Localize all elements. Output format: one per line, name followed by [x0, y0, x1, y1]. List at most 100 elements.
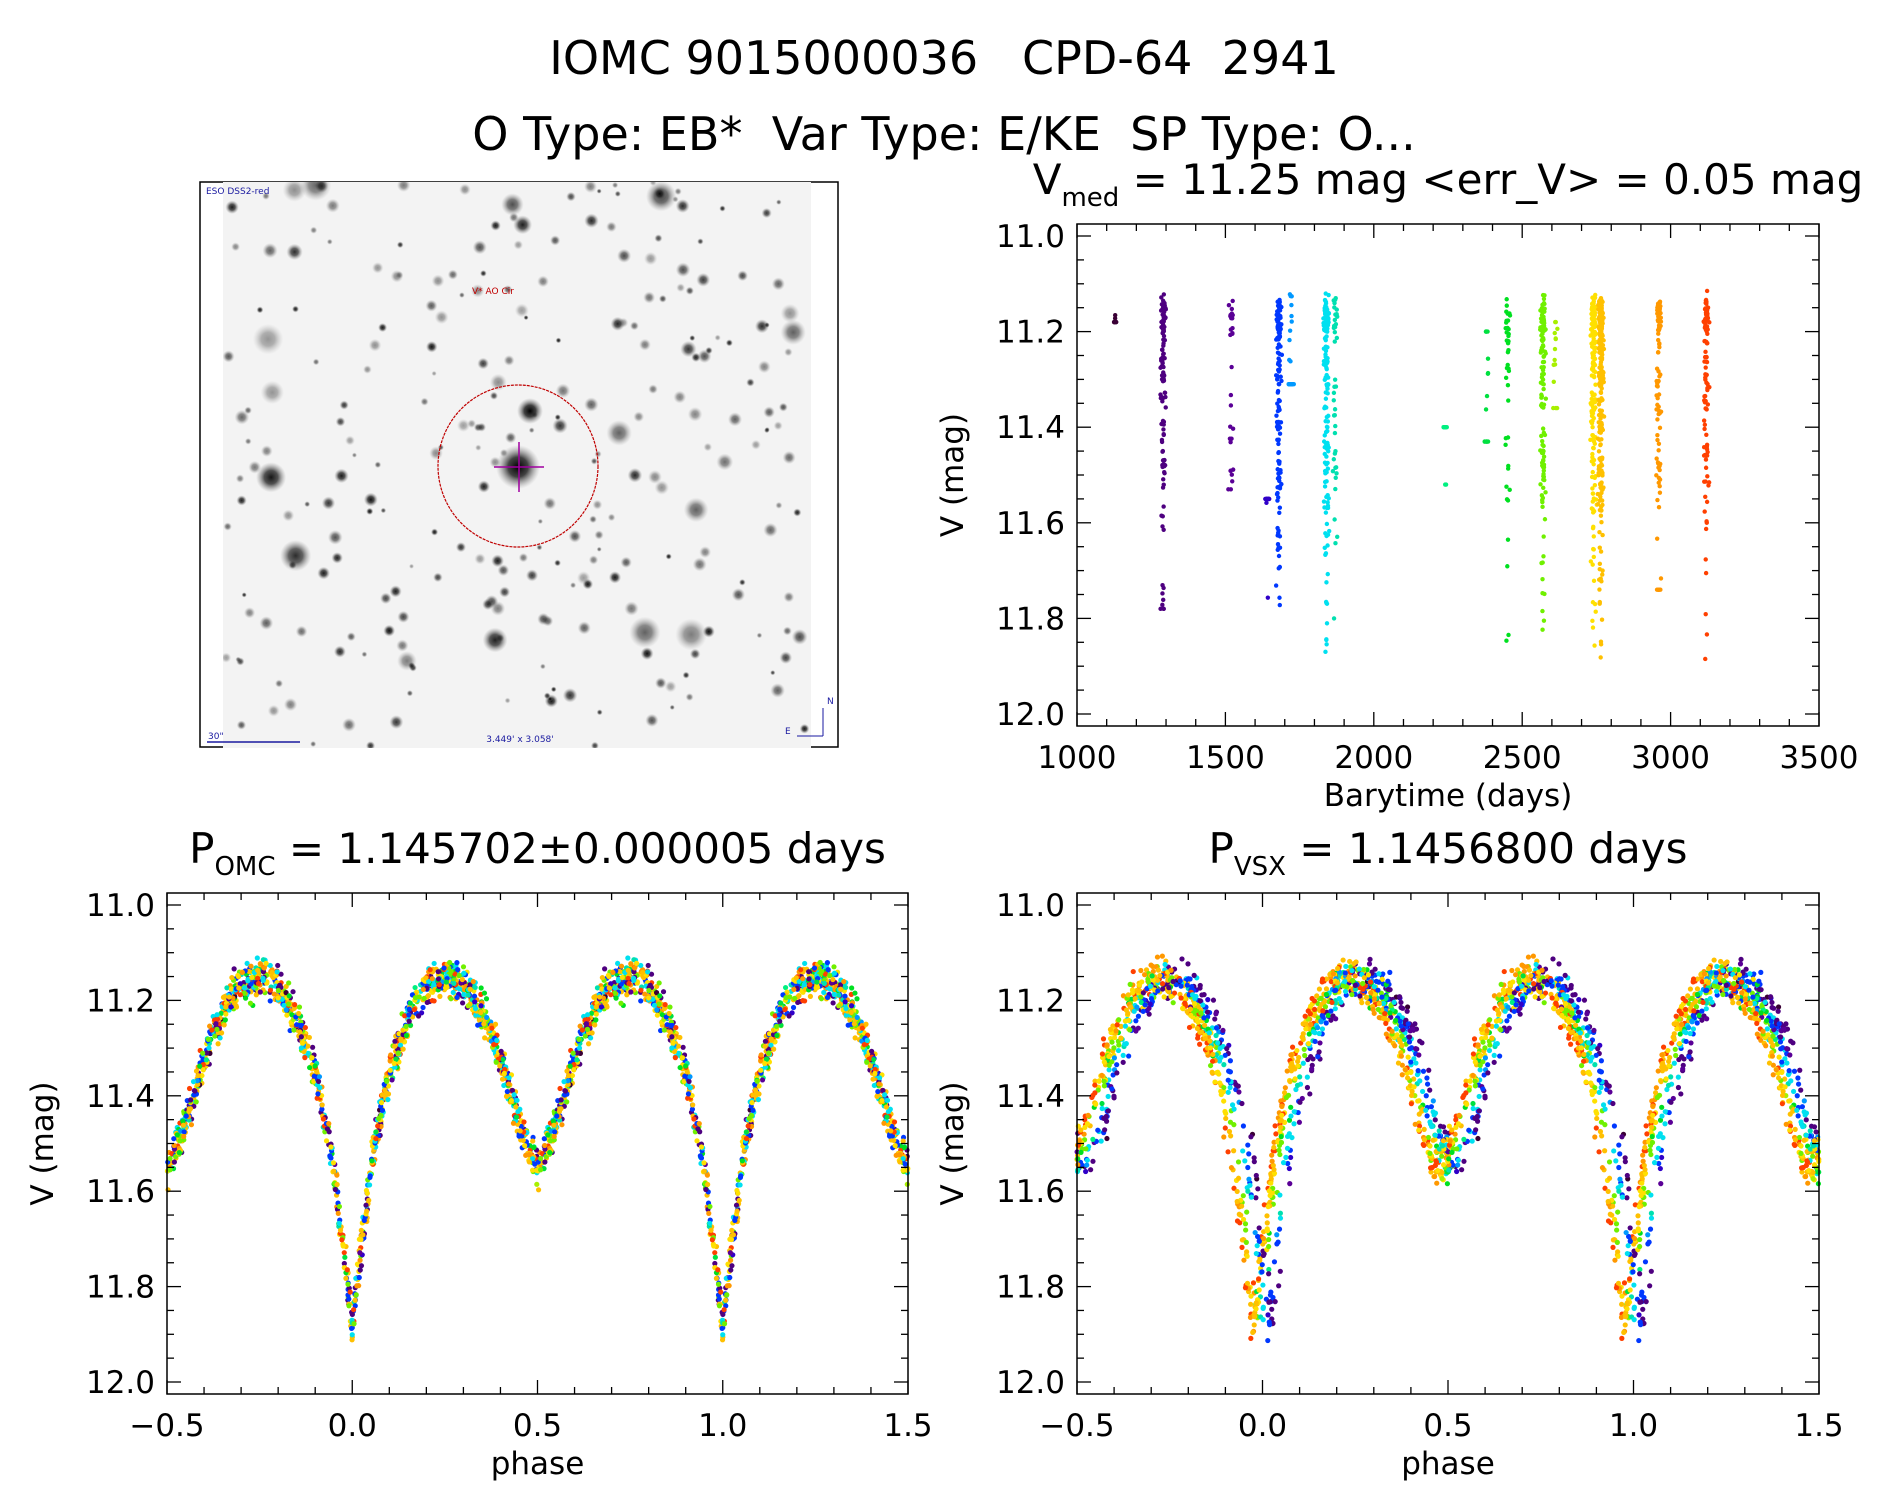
data-point — [1526, 954, 1531, 959]
data-point — [188, 1097, 193, 1102]
data-point — [1543, 517, 1547, 521]
data-point — [1506, 398, 1510, 402]
data-point — [646, 995, 651, 1000]
data-point — [1703, 350, 1707, 354]
data-point — [1236, 1159, 1241, 1164]
data-point — [588, 1035, 593, 1040]
star — [764, 322, 770, 328]
data-point — [1505, 303, 1509, 307]
data-point — [1334, 476, 1338, 480]
data-point — [1162, 471, 1166, 475]
star — [537, 275, 549, 287]
star — [529, 427, 535, 433]
data-point — [1229, 437, 1233, 441]
star — [582, 579, 593, 590]
data-point — [1552, 380, 1556, 384]
data-point — [364, 1188, 369, 1193]
data-point — [1230, 299, 1234, 303]
star — [648, 384, 658, 394]
star — [650, 179, 657, 186]
data-point — [1264, 501, 1268, 505]
star — [611, 317, 625, 331]
star — [594, 530, 603, 539]
data-point — [1541, 293, 1545, 297]
data-point — [777, 1019, 782, 1024]
data-point — [634, 961, 639, 966]
star — [770, 683, 785, 698]
star — [686, 693, 694, 701]
data-point — [451, 981, 456, 986]
data-point — [1542, 618, 1546, 622]
data-point — [832, 971, 837, 976]
star — [719, 205, 725, 211]
x-tick-label: 0.5 — [513, 1408, 562, 1444]
data-point — [777, 1012, 782, 1017]
data-point — [783, 995, 788, 1000]
star — [563, 688, 578, 703]
data-point — [1541, 486, 1545, 490]
star — [653, 187, 667, 201]
data-point — [1592, 534, 1596, 538]
data-point — [286, 1002, 291, 1007]
star — [739, 579, 746, 586]
data-point — [862, 1042, 867, 1047]
data-point — [821, 990, 826, 995]
data-point — [1589, 307, 1593, 311]
star — [774, 421, 783, 430]
data-point — [454, 960, 459, 965]
data-points — [1112, 289, 1712, 661]
data-point — [192, 1088, 197, 1093]
data-point — [331, 1169, 336, 1174]
data-point — [1230, 307, 1234, 311]
data-point — [685, 1069, 690, 1074]
data-point — [1593, 383, 1597, 387]
data-point — [638, 998, 643, 1003]
data-point — [222, 1022, 227, 1027]
star — [433, 573, 443, 583]
data-point — [494, 1038, 499, 1043]
data-point — [712, 1250, 717, 1255]
star — [235, 410, 250, 425]
data-point — [1158, 392, 1162, 396]
star — [409, 564, 414, 569]
data-point — [667, 1011, 672, 1016]
data-point — [734, 1188, 739, 1193]
data-point — [800, 998, 805, 1003]
data-point — [1277, 450, 1281, 454]
star — [257, 306, 264, 313]
data-point — [1599, 508, 1603, 512]
data-point — [1485, 394, 1489, 398]
data-point — [843, 1006, 848, 1011]
data-point — [324, 1138, 329, 1143]
data-point — [865, 1038, 870, 1043]
data-point — [248, 1001, 253, 1006]
data-point — [373, 1129, 378, 1134]
star — [253, 324, 283, 354]
star — [645, 714, 658, 727]
data-point — [1507, 332, 1511, 336]
data-point — [287, 993, 292, 998]
star — [551, 686, 557, 692]
data-point — [1278, 432, 1282, 436]
data-point — [200, 1051, 205, 1056]
data-point — [818, 960, 823, 965]
data-point — [1275, 420, 1279, 424]
data-point — [1592, 416, 1596, 420]
star — [629, 617, 660, 648]
data-point — [1289, 314, 1293, 318]
star — [726, 339, 733, 346]
star — [683, 672, 690, 679]
data-point — [1598, 308, 1602, 312]
data-point — [302, 1055, 307, 1060]
star — [342, 718, 356, 732]
y-tick-label: 11.0 — [86, 888, 155, 924]
data-point — [1594, 610, 1598, 614]
data-point — [1332, 517, 1336, 521]
data-point — [1333, 449, 1337, 453]
data-point — [687, 1074, 692, 1079]
star — [363, 365, 372, 374]
star — [366, 741, 375, 750]
data-point — [1333, 298, 1337, 302]
data-point — [343, 1276, 348, 1281]
data-point — [1325, 391, 1329, 395]
